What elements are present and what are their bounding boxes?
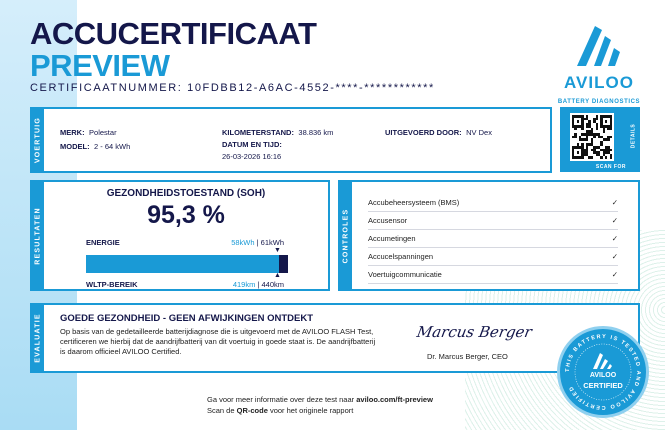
footer-link[interactable]: aviloo.com/ft-preview <box>356 395 433 404</box>
logo-tagline: BATTERY DIAGNOSTICS <box>557 99 641 105</box>
by-label: UITGEVOERD DOOR: <box>385 128 462 137</box>
section-label: CONTROLES <box>342 208 350 263</box>
vehicle-section: VOERTUIG MERK: Polestar MODEL: 2 - 64 kW… <box>30 107 552 173</box>
evaluation-section: EVALUATIE GOEDE GEZONDHEID - GEEN AFWIJK… <box>30 303 640 373</box>
evaluation-heading: GOEDE GEZONDHEID - GEEN AFWIJKINGEN ONTD… <box>60 313 313 324</box>
soh-value: 95,3 % <box>147 201 225 229</box>
evaluation-body: Op basis van de gedetailleerde batterijd… <box>60 327 376 356</box>
soh-bar-fill <box>86 255 279 273</box>
seal-label: CERTIFIED <box>583 381 623 390</box>
soh-bar <box>86 255 288 273</box>
marker-up-icon: ▲ <box>274 272 281 279</box>
range-label: WLTP-BEREIK <box>86 280 138 289</box>
date-value: 26-03-2026 16:16 <box>222 152 282 161</box>
section-label: EVALUATIE <box>34 313 42 363</box>
merk-value: Polestar <box>89 128 117 137</box>
footer: Ga voor meer informatie over deze test n… <box>207 395 433 415</box>
section-label: VOERTUIG <box>34 116 42 164</box>
merk-label: MERK: <box>60 128 85 137</box>
date-label: DATUM EN TIJD: <box>222 140 282 149</box>
by-value: NV Dex <box>466 128 492 137</box>
soh-label: GEZONDHEIDSTOESTAND (SOH) <box>106 188 266 199</box>
energy-values: 58kWh | 61kWh <box>231 238 284 247</box>
qr-code-image <box>570 113 614 161</box>
section-label: RESULTATEN <box>34 206 42 265</box>
marker-down-icon: ▼ <box>274 247 281 254</box>
aviloo-logo: AVILOO BATTERY DIAGNOSTICS <box>555 26 643 105</box>
qr-caption: SCAN FOR <box>595 164 626 170</box>
controls-section: CONTROLES Accubeheersysteem (BMS) ✓ Accus… <box>338 180 640 291</box>
page-title: ACCUCERTIFICAAT PREVIEW <box>30 16 317 83</box>
check-icon: ✓ <box>611 234 618 243</box>
check-icon: ✓ <box>611 198 618 207</box>
qr-code[interactable]: SCAN FOR DETAILS <box>560 107 640 172</box>
range-values: 419km | 440km <box>232 280 284 289</box>
controls-list: Accubeheersysteem (BMS) ✓ Accusensor ✓ Acc… <box>368 194 618 284</box>
list-item: Accumetingen ✓ <box>368 230 618 248</box>
subtitle: PREVIEW <box>30 48 170 83</box>
certificate-number: CERTIFICAATNUMMER: 10FDBB12-A6AC-4552-**… <box>30 82 435 94</box>
km-label: KILOMETERSTAND: <box>222 128 294 137</box>
list-item: Voertuigcommunicatie ✓ <box>368 266 618 284</box>
logo-name: AVILOO <box>564 73 634 92</box>
energy-label: ENERGIE <box>86 238 120 247</box>
list-item: Accucelspanningen ✓ <box>368 248 618 266</box>
list-item: Accusensor ✓ <box>368 212 618 230</box>
signature: Marcus Berger <box>415 323 534 341</box>
results-section: RESULTATEN GEZONDHEIDSTOESTAND (SOH) 95,… <box>30 180 330 291</box>
check-icon: ✓ <box>611 270 618 279</box>
qr-caption-details: DETAILS <box>630 123 637 149</box>
model-value: 2 - 64 kWh <box>94 142 131 151</box>
check-icon: ✓ <box>611 216 618 225</box>
km-value: 38.836 km <box>298 128 334 137</box>
signer-name: Dr. Marcus Berger, CEO <box>427 352 508 361</box>
title: ACCUCERTIFICAAT <box>30 16 317 51</box>
model-label: MODEL: <box>60 142 90 151</box>
check-icon: ✓ <box>611 252 618 261</box>
aviloo-logo-icon <box>577 26 620 66</box>
seal-brand: AVILOO <box>589 372 617 379</box>
list-item: Accubeheersysteem (BMS) ✓ <box>368 194 618 212</box>
certified-seal: THIS BATTERY IS TESTED AND AVILOO CERTIF… <box>557 326 649 418</box>
